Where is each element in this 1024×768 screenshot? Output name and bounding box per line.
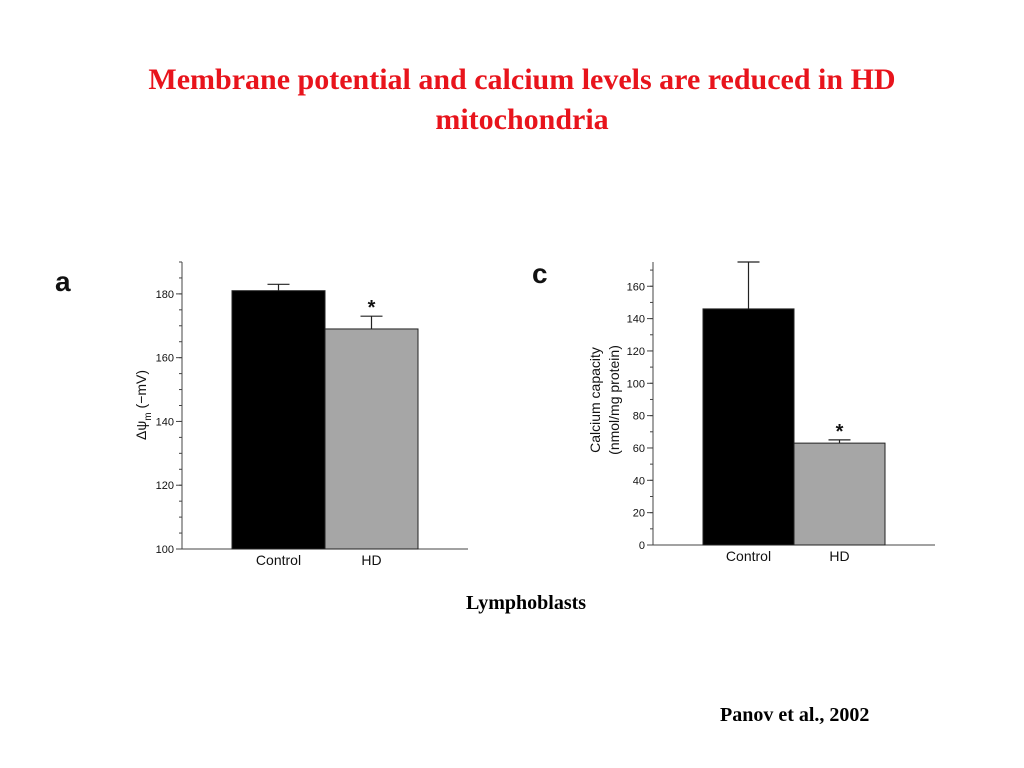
y-tick-label: 0: [639, 540, 645, 552]
bar-hd: [324, 328, 419, 550]
y-tick-label: 40: [633, 475, 645, 487]
y-axis-title: Δψm (−mV): [133, 370, 154, 440]
y-tick-label: 60: [633, 443, 645, 455]
y-tick-label: 180: [156, 289, 174, 301]
panel-c-label: c: [532, 258, 548, 289]
significance-marker: *: [368, 297, 376, 319]
y-tick-label: 140: [627, 314, 645, 326]
y-tick-label: 100: [627, 378, 645, 390]
bar-hd: [793, 442, 886, 546]
citation: Panov et al., 2002: [720, 704, 870, 726]
y-axis-title-line2: (nmol/mg protein): [606, 345, 622, 455]
y-tick-label: 20: [633, 508, 645, 520]
x-category-label: Control: [256, 552, 301, 568]
y-axis-title-main: Δψ: [133, 421, 149, 440]
x-category-label: HD: [829, 548, 849, 564]
y-tick-label: 160: [156, 353, 174, 365]
bar-control: [231, 290, 326, 550]
x-category-label: HD: [361, 552, 381, 568]
y-tick-label: 100: [156, 544, 174, 556]
y-tick-label: 120: [156, 480, 174, 492]
cell-type-caption: Lymphoblasts: [466, 592, 587, 614]
x-category-label: Control: [726, 548, 771, 564]
y-tick-label: 120: [627, 346, 645, 358]
panel-a-label: a: [55, 266, 71, 297]
y-axis-title-unit: (−mV): [133, 370, 149, 412]
significance-marker: *: [836, 421, 844, 443]
slide-title: Membrane potential and calcium levels ar…: [148, 63, 896, 136]
y-tick-label: 140: [156, 416, 174, 428]
y-axis-title-line1: Calcium capacity: [587, 347, 603, 453]
y-tick-label: 160: [627, 281, 645, 293]
y-tick-label: 80: [633, 411, 645, 423]
y-axis-title-subscript: m: [143, 412, 154, 420]
bar-control: [702, 308, 795, 546]
